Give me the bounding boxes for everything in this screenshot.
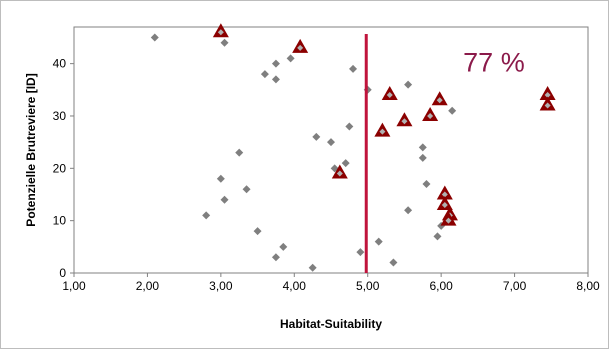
- diamond-point: [242, 185, 251, 194]
- diamond-point: [220, 38, 229, 47]
- triangle-point: [396, 112, 413, 127]
- diamond-point: [220, 195, 229, 204]
- triangle-point: [381, 86, 398, 101]
- triangle-inner-diamond: [441, 191, 448, 198]
- diamond-point: [327, 138, 335, 147]
- diamond-point: [150, 33, 159, 42]
- triangle-point: [292, 38, 309, 53]
- triangle-point: [212, 23, 229, 38]
- x-tick-label: 7,00: [503, 279, 527, 293]
- triangle-point: [431, 91, 448, 106]
- triangle-inner-diamond: [379, 128, 386, 135]
- diamond-point: [418, 153, 427, 162]
- triangle-inner-diamond: [217, 29, 224, 36]
- triangle-inner-diamond: [544, 102, 551, 109]
- triangle-inner-diamond: [544, 92, 551, 99]
- triangle-inner-diamond: [427, 112, 434, 119]
- diamond-point: [349, 64, 358, 73]
- percentage-annotation: 77 %: [463, 48, 525, 78]
- diamond-point: [418, 143, 427, 152]
- plot-area: [73, 26, 589, 274]
- x-tick-label: 1,00: [62, 279, 86, 293]
- diamond-point: [312, 132, 321, 141]
- diamond-point: [286, 54, 295, 63]
- diamond-point: [404, 206, 413, 215]
- triangle-point: [422, 106, 439, 121]
- y-tick-label: 40: [53, 57, 67, 71]
- triangle-point: [440, 211, 457, 226]
- diamond-point: [260, 70, 269, 79]
- triangle-point: [539, 86, 556, 101]
- diamond-point: [374, 237, 383, 246]
- diamond-point: [345, 122, 354, 131]
- triangle-inner-diamond: [436, 97, 443, 104]
- diamond-point: [341, 159, 350, 168]
- diamond-point: [235, 148, 244, 157]
- y-tick-label: 20: [53, 161, 67, 175]
- diamond-point: [202, 211, 211, 220]
- x-tick-label: 6,00: [429, 279, 453, 293]
- x-tick-label: 3,00: [209, 279, 233, 293]
- x-tick-label: 8,00: [576, 279, 600, 293]
- diamond-point: [216, 174, 225, 183]
- diamond-point: [271, 59, 280, 68]
- y-axis-title: Potenzielle Brutreviere [ID]: [24, 73, 38, 226]
- x-axis-ticks: 1,00 2,00 3,00 4,00 5,00 6,00 7,00 8,00: [62, 273, 600, 293]
- diamond-point: [389, 258, 398, 267]
- diamond-point: [271, 75, 280, 84]
- triangle-point: [331, 164, 348, 179]
- triangle-inner-diamond: [441, 201, 448, 208]
- x-tick-label: 4,00: [283, 279, 307, 293]
- diamond-point: [253, 227, 262, 236]
- y-tick-label: 10: [53, 214, 67, 228]
- diamond-point: [422, 180, 431, 189]
- triangle-point: [539, 96, 556, 111]
- data-points: [150, 23, 556, 272]
- triangle-inner-diamond: [336, 170, 343, 177]
- triangle-point: [374, 122, 391, 137]
- y-axis-ticks: 0 10 20 30 40: [53, 57, 74, 280]
- diamond-point: [279, 242, 288, 251]
- triangle-inner-diamond: [297, 44, 304, 51]
- diamond-point: [308, 263, 317, 272]
- y-tick-label: 30: [53, 109, 67, 123]
- diamond-point: [433, 232, 442, 241]
- x-axis-title: Habitat-Suitability: [280, 317, 382, 331]
- triangle-point: [436, 195, 453, 210]
- diamond-point: [448, 106, 457, 115]
- x-tick-label: 2,00: [136, 279, 160, 293]
- triangle-inner-diamond: [445, 217, 452, 224]
- y-tick-label: 0: [59, 266, 66, 280]
- x-tick-label: 5,00: [356, 279, 380, 293]
- triangle-point: [436, 185, 453, 200]
- diamond-point: [271, 253, 280, 262]
- diamond-point: [356, 248, 365, 257]
- diamond-point: [404, 80, 413, 89]
- triangle-inner-diamond: [386, 92, 393, 99]
- triangle-inner-diamond: [401, 118, 408, 125]
